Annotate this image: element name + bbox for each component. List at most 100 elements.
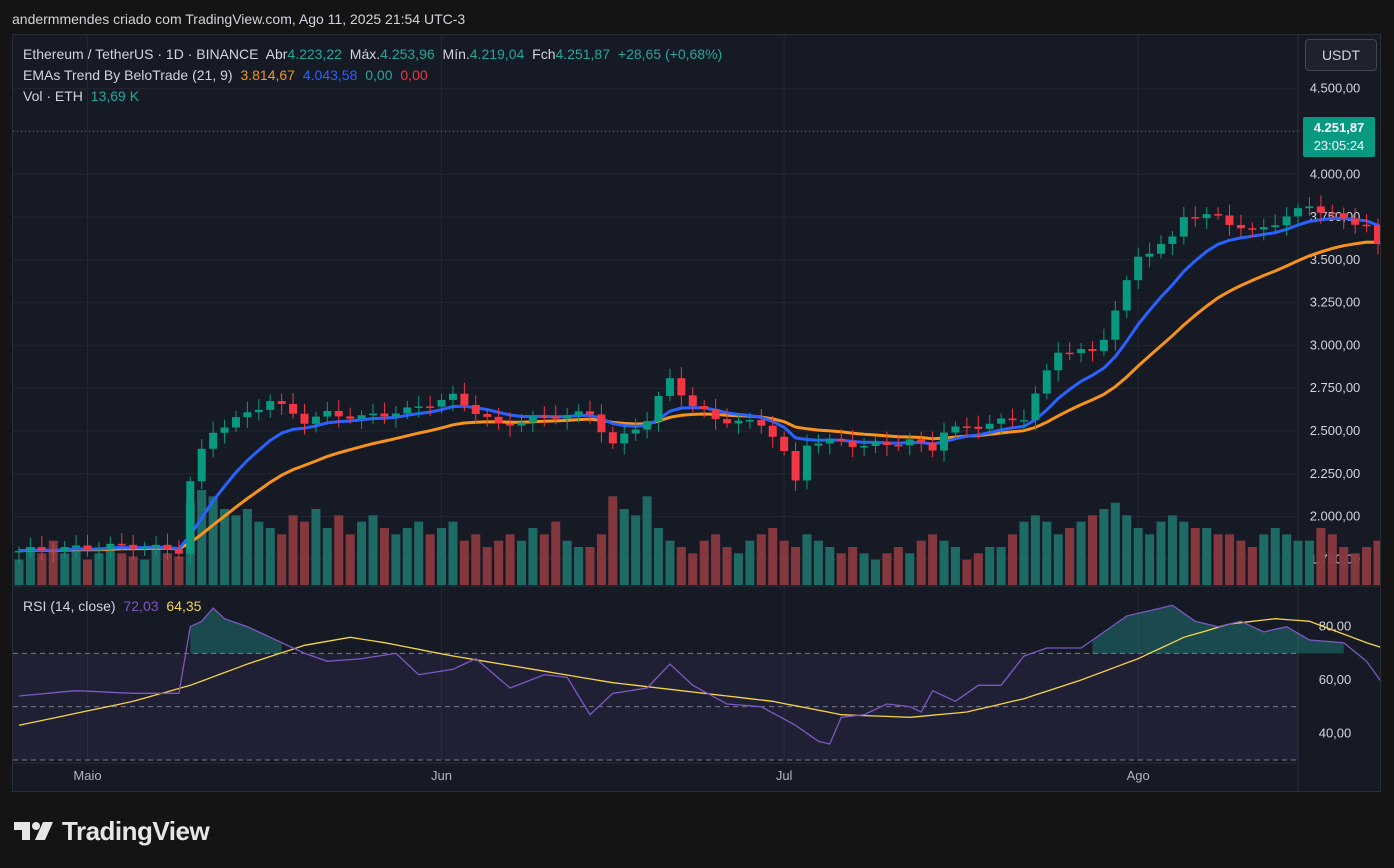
candle-body[interactable] [1351,218,1360,225]
candle-body[interactable] [289,403,298,414]
candle-body[interactable] [711,409,720,420]
ema-name[interactable]: EMAs Trend By BeloTrade (21, 9) [23,67,233,83]
candle-body[interactable] [426,406,435,408]
candle-body[interactable] [1157,243,1165,254]
candle-body[interactable] [791,451,800,481]
candle-body[interactable] [323,410,332,417]
candle-body[interactable] [917,439,926,443]
candle-body[interactable] [814,443,823,446]
candle-body[interactable] [620,433,629,444]
candle-body[interactable] [563,415,572,419]
candle-body[interactable] [254,409,263,413]
candle-body[interactable] [437,399,446,407]
candle-body[interactable] [540,416,549,418]
chart-canvas[interactable]: MaioJunJulAgo1.750,002.000,002.250,002.5… [13,35,1380,791]
candle-body[interactable] [974,426,983,429]
candle-body[interactable] [174,549,183,554]
candle-body[interactable] [220,427,229,433]
candle-body[interactable] [1316,206,1325,213]
candle-body[interactable] [631,429,640,434]
candle-body[interactable] [1339,213,1348,219]
candle-body[interactable] [163,544,172,550]
candle-body[interactable] [1328,212,1337,215]
candle-body[interactable] [346,416,355,419]
candle-body[interactable] [357,415,366,419]
candle-body[interactable] [483,414,492,417]
candle-body[interactable] [15,550,23,553]
candle-body[interactable] [448,393,457,400]
candle-body[interactable] [734,420,743,424]
candle-body[interactable] [243,412,252,418]
candle-body[interactable] [905,439,914,446]
candle-body[interactable] [882,442,891,445]
candle-body[interactable] [1282,216,1291,226]
candle-body[interactable] [962,426,971,428]
candle-body[interactable] [83,545,92,550]
candle-body[interactable] [665,378,674,396]
candle-body[interactable] [586,411,594,415]
candle-body[interactable] [894,444,903,447]
candle-body[interactable] [1294,208,1303,217]
candle-body[interactable] [460,393,469,406]
candle-body[interactable] [380,413,389,417]
candle-body[interactable] [129,544,138,549]
candle-body[interactable] [1168,236,1177,244]
candle-body[interactable] [1191,217,1200,219]
candle-body[interactable] [1362,224,1371,227]
candle-body[interactable] [768,425,777,437]
candle-body[interactable] [1373,225,1380,244]
candle-body[interactable] [574,411,583,416]
candle-body[interactable] [528,416,537,423]
candle-body[interactable] [26,547,35,551]
candle-body[interactable] [197,448,206,482]
candle-body[interactable] [414,406,423,408]
candle-body[interactable] [1179,217,1188,237]
candle-body[interactable] [654,395,663,422]
candle-body[interactable] [49,550,58,552]
candle-body[interactable] [403,407,412,414]
candle-body[interactable] [1259,227,1268,230]
candle-body[interactable] [1019,420,1028,422]
candle-body[interactable] [1054,352,1063,371]
candle-body[interactable] [1134,256,1143,281]
candle-body[interactable] [802,445,811,481]
candle-body[interactable] [1145,253,1154,257]
candle-body[interactable] [94,548,103,551]
candle-body[interactable] [997,418,1006,424]
candle-body[interactable] [1305,206,1314,209]
candle-body[interactable] [1065,352,1074,355]
candle-body[interactable] [597,414,606,433]
candle-body[interactable] [140,547,149,549]
candle-body[interactable] [860,445,869,448]
candle-body[interactable] [1202,214,1211,219]
candle-body[interactable] [608,432,617,444]
rsi-name[interactable]: RSI (14, close) [23,598,116,614]
candle-body[interactable] [391,413,400,417]
candle-body[interactable] [848,440,857,447]
candle-body[interactable] [506,423,515,426]
candle-body[interactable] [723,419,732,424]
currency-button[interactable]: USDT [1305,39,1377,71]
candle-body[interactable] [1111,310,1120,340]
candle-body[interactable] [677,378,686,396]
candle-body[interactable] [951,426,960,433]
candle-body[interactable] [300,413,309,424]
candle-body[interactable] [494,416,503,424]
candle-body[interactable] [780,436,789,452]
candle-body[interactable] [825,438,834,444]
candle-body[interactable] [277,401,286,404]
candle-body[interactable] [517,422,526,426]
tradingview-logo[interactable]: TradingView [14,814,210,848]
candle-body[interactable] [152,544,161,548]
candle-body[interactable] [72,545,81,547]
candle-body[interactable] [940,432,949,451]
candle-body[interactable] [1248,228,1257,230]
symbol-title[interactable]: Ethereum / TetherUS · 1D · BINANCE [23,46,259,62]
candle-body[interactable] [837,438,846,441]
candle-body[interactable] [117,543,126,546]
candle-body[interactable] [700,406,709,410]
candle-body[interactable] [1122,280,1131,311]
candle-body[interactable] [1008,418,1017,421]
candle-body[interactable] [266,401,275,410]
chart-frame[interactable]: MaioJunJulAgo1.750,002.000,002.250,002.5… [12,34,1381,792]
